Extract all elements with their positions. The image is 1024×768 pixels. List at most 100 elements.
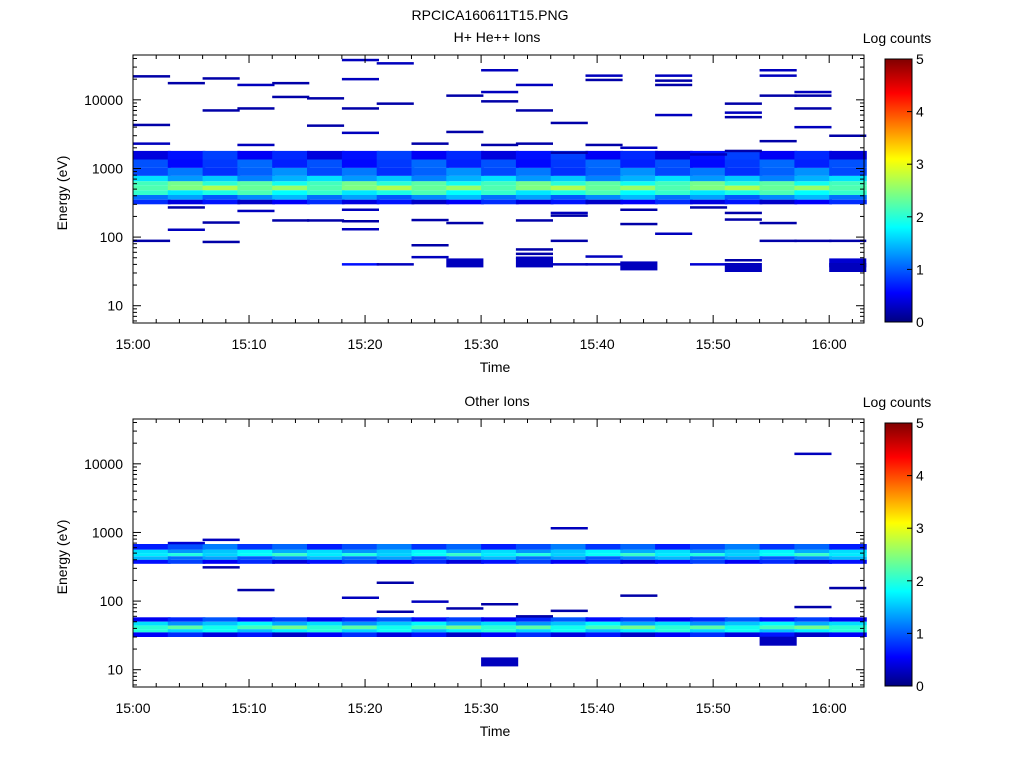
heatmap-cell bbox=[620, 594, 658, 597]
heatmap-cell bbox=[237, 150, 275, 160]
heatmap-cell bbox=[307, 219, 345, 222]
heatmap-cell bbox=[481, 544, 519, 550]
heatmap-cell bbox=[794, 107, 832, 110]
heatmap-cell bbox=[759, 175, 798, 182]
panel-h-he-ions: H+ He++ Ions 15:00 15:10 15:20 15:30 15:40 15… bbox=[54, 29, 931, 375]
heatmap-cell bbox=[446, 559, 484, 564]
heatmap-cell bbox=[167, 632, 206, 637]
heatmap-cell bbox=[481, 181, 519, 186]
heatmap-cell bbox=[620, 199, 658, 205]
heatmap-cell bbox=[272, 150, 310, 160]
heatmap-cell bbox=[724, 621, 763, 626]
y-tick-label: 1000 bbox=[92, 160, 123, 176]
heatmap-cell bbox=[759, 221, 797, 225]
heatmap-cell bbox=[341, 208, 379, 211]
heatmap-cell bbox=[690, 195, 728, 200]
heatmap-cell bbox=[829, 625, 867, 630]
heatmap-cell bbox=[167, 175, 206, 182]
heatmap-cell bbox=[759, 544, 798, 550]
heatmap-cell bbox=[585, 617, 624, 622]
heatmap-cell bbox=[272, 199, 310, 205]
heatmap-cell bbox=[690, 553, 728, 557]
heatmap-cell bbox=[376, 610, 414, 613]
heatmap-cell bbox=[341, 621, 380, 626]
x-tick-label: 15:00 bbox=[115, 700, 150, 716]
heatmap-cell bbox=[411, 181, 450, 186]
y-tick-label: 10000 bbox=[84, 92, 123, 108]
heatmap-cell bbox=[237, 544, 275, 550]
heatmap-cell bbox=[585, 625, 624, 630]
heatmap-cell bbox=[376, 167, 415, 176]
colorbar-gradient bbox=[884, 58, 913, 323]
heatmap-cell bbox=[237, 195, 275, 200]
heatmap-cell bbox=[376, 559, 415, 564]
y-axis: 10 100 1000 10000 bbox=[84, 422, 864, 686]
heatmap-cell bbox=[724, 617, 763, 622]
heatmap-cell bbox=[411, 185, 450, 191]
heatmap-cell bbox=[167, 617, 206, 622]
heatmap-cell bbox=[515, 190, 554, 195]
heatmap-cell bbox=[202, 625, 241, 630]
heatmap-cell bbox=[620, 625, 658, 630]
heatmap-cell bbox=[794, 556, 832, 560]
heatmap-cell bbox=[341, 181, 380, 186]
heatmap-cell bbox=[515, 625, 554, 630]
heatmap-cell bbox=[585, 544, 624, 550]
heatmap-cell bbox=[620, 185, 658, 191]
heatmap-cell bbox=[550, 544, 589, 550]
heatmap-cell bbox=[167, 199, 206, 205]
heatmap-cell bbox=[655, 83, 693, 87]
heatmap-cell bbox=[481, 143, 519, 147]
heatmap-cell bbox=[655, 629, 693, 633]
heatmap-cell bbox=[690, 617, 728, 622]
heatmap-cell bbox=[759, 159, 798, 168]
heatmap-cell bbox=[481, 632, 519, 637]
heatmap-cell bbox=[829, 617, 867, 622]
heatmap-cell bbox=[237, 167, 275, 176]
heatmap-cell bbox=[655, 113, 693, 117]
heatmap-cell bbox=[133, 553, 171, 557]
heatmap-cell bbox=[376, 102, 414, 105]
heatmap-cell bbox=[307, 549, 345, 554]
heatmap-cell bbox=[411, 617, 450, 622]
colorbar-tick-label: 4 bbox=[916, 104, 924, 120]
heatmap-cell bbox=[167, 559, 206, 564]
heatmap-cell bbox=[167, 625, 206, 630]
heatmap-cell bbox=[515, 175, 554, 182]
heatmap-cell bbox=[794, 632, 832, 637]
heatmap-cell bbox=[446, 195, 484, 200]
heatmap-cell bbox=[133, 544, 171, 550]
heatmap-cell bbox=[411, 600, 449, 603]
heatmap-cell bbox=[550, 211, 588, 215]
heatmap-cell bbox=[341, 107, 379, 110]
heatmap-cell bbox=[655, 175, 693, 182]
heatmap-cell bbox=[133, 159, 171, 168]
heatmap-cell bbox=[167, 556, 206, 560]
heatmap-cell bbox=[829, 553, 867, 557]
heatmap-cell bbox=[829, 549, 867, 554]
heatmap-cell bbox=[759, 559, 798, 564]
heatmap-cell bbox=[446, 629, 484, 633]
heatmap-cell bbox=[307, 124, 345, 127]
heatmap-cell bbox=[341, 228, 379, 231]
y-tick-label: 10 bbox=[107, 298, 123, 314]
heatmap-cell bbox=[446, 130, 484, 134]
colorbar: Log counts 0 1 2 3 4 5 bbox=[863, 30, 932, 330]
heatmap-cell bbox=[620, 208, 658, 211]
heatmap-cell bbox=[724, 175, 763, 182]
heatmap-cell bbox=[724, 211, 762, 215]
heatmap-cell bbox=[202, 629, 241, 633]
heatmap-cell bbox=[620, 559, 658, 564]
heatmap-cell bbox=[376, 159, 415, 168]
heatmap-cell bbox=[446, 617, 484, 622]
heatmap-cell bbox=[341, 175, 380, 182]
heatmap-cell bbox=[167, 549, 206, 554]
heatmap-cell bbox=[794, 167, 832, 176]
heatmap-cell bbox=[481, 195, 519, 200]
heatmap-cell bbox=[446, 553, 484, 557]
heatmap-cell bbox=[307, 195, 345, 200]
x-tick-label: 15:50 bbox=[696, 336, 731, 352]
heatmap-cell bbox=[341, 159, 380, 168]
heatmap-cell bbox=[690, 632, 728, 637]
heatmap-cell bbox=[515, 549, 554, 554]
